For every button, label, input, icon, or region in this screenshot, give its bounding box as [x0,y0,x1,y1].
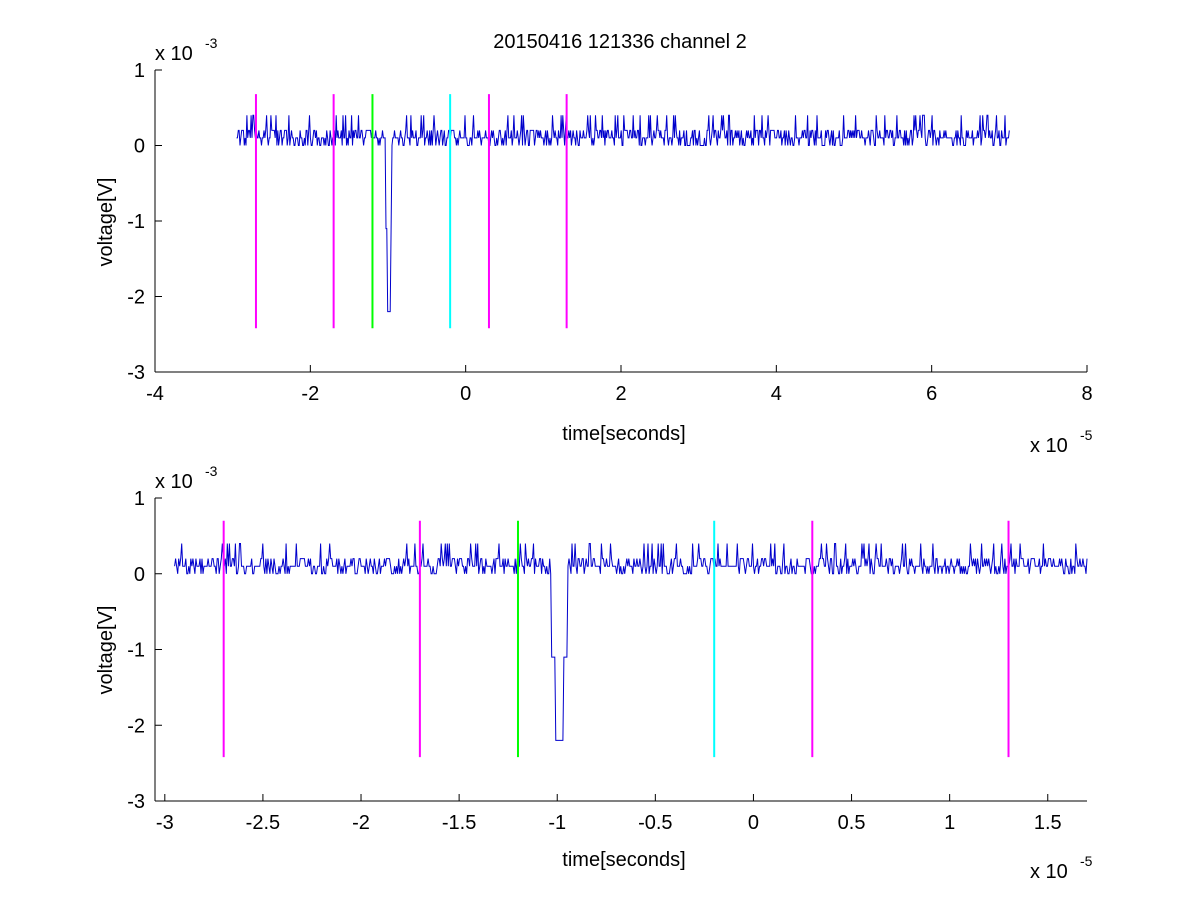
x-exponent-value: -5 [1080,427,1093,443]
bottom-subplot: -3 -2.5 -2 -1.5 -1 -0.5 0 0.5 1 1.5 1 0 -1 -2 -3 time[s… [95,463,1093,883]
x-tick-label: 6 [926,383,937,405]
x-exponent-value: -5 [1080,853,1093,869]
y-exponent-label: x 10 [155,471,193,493]
x-tick-label: -2 [352,812,370,834]
x-tick-label: 0.5 [838,812,866,834]
y-tick-label: 0 [134,564,145,586]
y-tick-label: -2 [127,287,145,309]
x-tick-label: 2 [615,383,626,405]
x-tick-label: -4 [146,383,164,405]
x-tick-label: -1.5 [442,812,476,834]
x-tick-label: -3 [156,812,174,834]
x-tick-label: 1 [944,812,955,834]
y-tick-label: 1 [134,488,145,510]
signal-trace [236,114,1010,313]
x-tick-label: -2.5 [246,812,280,834]
x-tick-label: 4 [771,383,782,405]
x-axis-label: time[seconds] [562,849,685,871]
signal-trace [174,543,1088,741]
y-exponent-label: x 10 [155,43,193,65]
y-axis-label: voltage[V] [95,178,117,267]
y-tick-label: -3 [127,362,145,384]
x-tick-label: 1.5 [1034,812,1062,834]
x-axis-label: time[seconds] [562,423,685,445]
y-tick-label: 1 [134,60,145,82]
x-tick-label: 0 [748,812,759,834]
y-tick-label: 0 [134,136,145,158]
x-tick-label: -2 [301,383,319,405]
x-tick-label: 0 [460,383,471,405]
x-exponent-label: x 10 [1030,861,1068,883]
y-tick-label: -3 [127,791,145,813]
y-tick-label: -1 [127,211,145,233]
x-tick-label: -0.5 [638,812,672,834]
y-exponent-value: -3 [205,35,218,51]
x-exponent-label: x 10 [1030,435,1068,457]
y-tick-label: -1 [127,640,145,662]
y-tick-label: -2 [127,715,145,737]
top-subplot: -4 -2 0 2 4 6 810-1-2-3time[seconds]voltage[V]… [95,35,1093,457]
x-tick-label: -1 [548,812,566,834]
figure-title: 20150416 121336 channel 2 [493,31,747,53]
y-exponent-value: -3 [205,463,218,479]
x-tick-label: 8 [1081,383,1092,405]
y-axis-label: voltage[V] [95,606,117,695]
